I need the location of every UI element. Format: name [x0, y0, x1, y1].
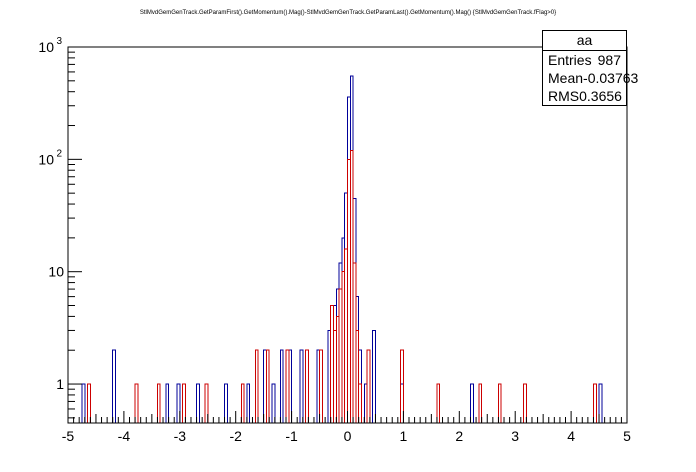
histogram-bin — [280, 350, 283, 423]
stats-value: 0.3656 — [579, 88, 622, 104]
x-tick-label: 2 — [455, 428, 463, 444]
x-tick-label: 1 — [400, 428, 408, 444]
histogram-bin — [345, 249, 348, 423]
histogram-bin — [334, 330, 337, 423]
histogram-bin — [286, 350, 289, 423]
histogram-bin — [342, 272, 345, 423]
x-tick-label: 0 — [344, 428, 352, 444]
series-line — [68, 149, 627, 424]
x-tick-label: 4 — [567, 428, 575, 444]
histogram-bin — [373, 330, 376, 423]
stats-row-mean: Mean -0.03763 — [543, 69, 638, 87]
histogram-bin — [339, 289, 342, 423]
stats-label: Mean — [548, 70, 584, 86]
series-layer — [68, 75, 627, 424]
histogram-bin — [367, 350, 370, 423]
histogram-bin — [356, 330, 359, 423]
x-tick-label: -1 — [285, 428, 298, 444]
y-tick-label: 1 — [56, 376, 64, 392]
histogram-bin — [336, 316, 339, 423]
histogram-bin — [331, 306, 334, 423]
histogram-bin — [255, 350, 258, 423]
y-tick-label: 10 — [38, 39, 54, 55]
y-tick-label: 10 — [38, 151, 54, 167]
series-red — [68, 149, 627, 424]
stats-label: RMS — [548, 88, 580, 104]
y-tick-label: 10 — [48, 264, 64, 280]
x-tick-label: 3 — [511, 428, 519, 444]
x-tick-label: -2 — [229, 428, 242, 444]
y-tick-exponent: 2 — [56, 148, 62, 159]
histogram-bin — [113, 350, 116, 423]
x-tick-label: -4 — [118, 428, 131, 444]
histogram-bin — [306, 350, 309, 423]
histogram-bin — [266, 350, 269, 423]
histogram-bin — [348, 159, 351, 423]
stats-box: aa Entries 987 Mean -0.03763 RMS 0.3656 — [542, 30, 638, 106]
stats-value: 987 — [597, 52, 621, 68]
x-tick-label: -5 — [62, 428, 75, 444]
stats-label: Entries — [548, 52, 592, 68]
histogram-bin — [320, 350, 323, 423]
x-tick-label: 5 — [623, 428, 631, 444]
histogram-bin — [353, 263, 356, 423]
y-tick-exponent: 3 — [56, 36, 62, 47]
x-tick-label: -3 — [174, 428, 187, 444]
histogram-bin — [350, 150, 353, 423]
histogram-title: StlMvdGemGenTrack.GetParamFirst().GetMom… — [139, 10, 557, 16]
stats-value: -0.03763 — [583, 70, 639, 86]
histogram-bin — [300, 350, 303, 423]
stats-name: aa — [543, 31, 626, 51]
stats-row-entries: Entries 987 — [543, 51, 626, 69]
stats-row-rms: RMS 0.3656 — [543, 87, 626, 105]
